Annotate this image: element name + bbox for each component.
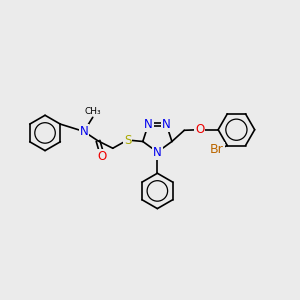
Text: N: N bbox=[144, 118, 153, 131]
Text: O: O bbox=[98, 150, 107, 163]
Text: S: S bbox=[124, 134, 131, 146]
Text: N: N bbox=[162, 118, 171, 131]
Text: CH₃: CH₃ bbox=[84, 107, 101, 116]
Text: Br: Br bbox=[210, 143, 224, 156]
Text: N: N bbox=[153, 146, 162, 159]
Text: O: O bbox=[195, 123, 204, 136]
Text: N: N bbox=[80, 125, 88, 138]
